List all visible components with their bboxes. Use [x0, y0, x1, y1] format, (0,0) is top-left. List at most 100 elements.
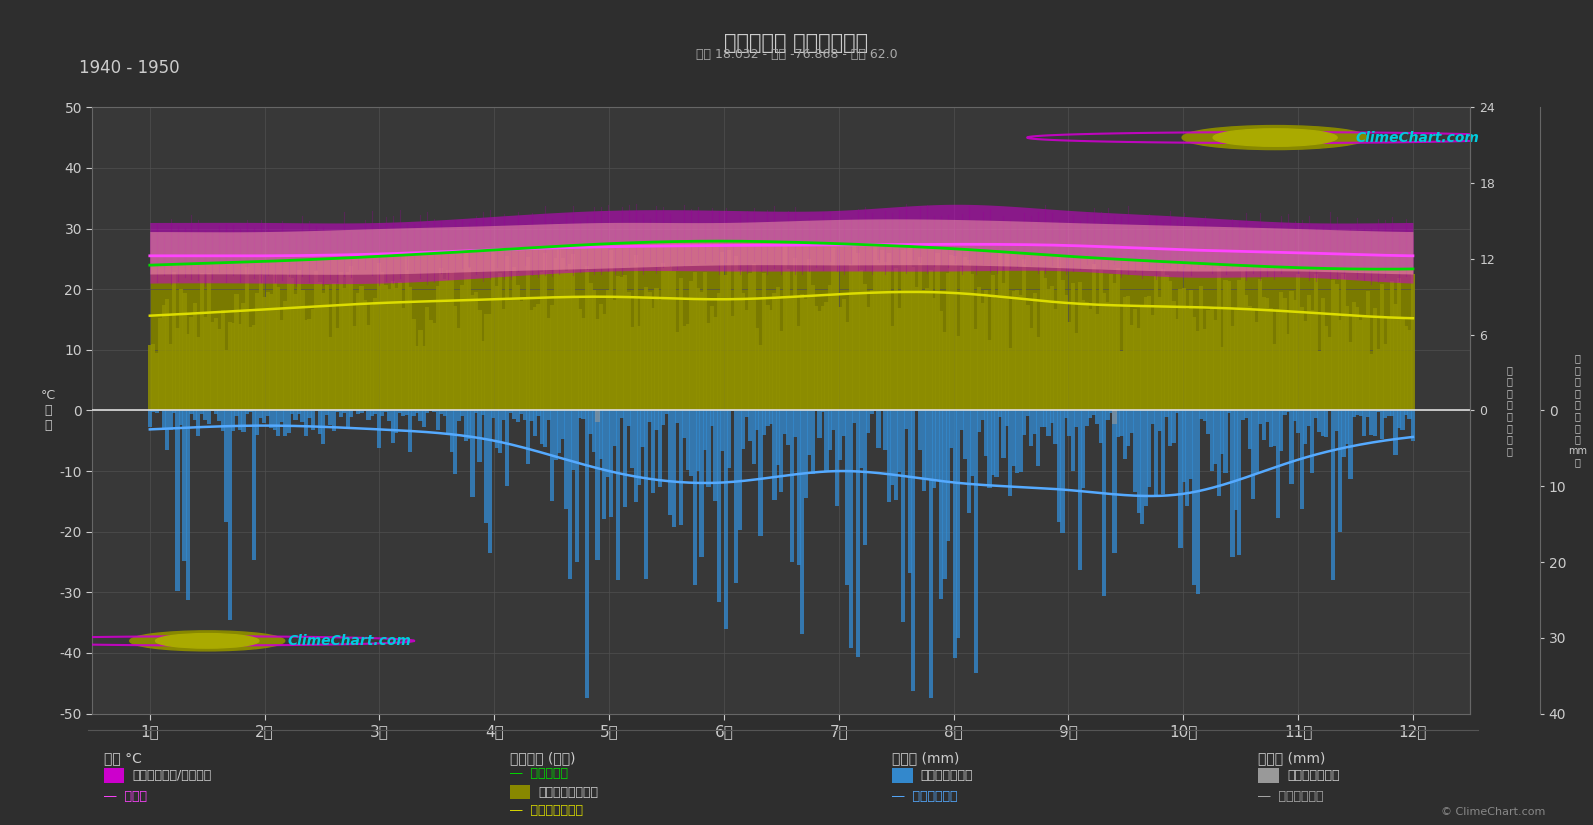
Bar [1158, 297, 1161, 411]
Bar [1129, 325, 1134, 411]
Bar [481, 342, 484, 411]
Bar [148, 345, 151, 411]
Bar [846, 411, 849, 585]
Bar [1297, 411, 1300, 433]
Bar [859, 411, 863, 468]
Bar [440, 268, 443, 411]
Bar [499, 273, 502, 411]
Bar [225, 351, 228, 411]
Bar [876, 411, 881, 448]
Bar [1094, 411, 1099, 424]
Bar [835, 411, 840, 507]
Bar [1212, 411, 1217, 464]
Bar [1317, 351, 1321, 411]
Bar [867, 307, 870, 411]
Bar [693, 411, 696, 585]
Bar [1120, 411, 1123, 436]
Bar [609, 250, 613, 411]
Bar [263, 411, 266, 423]
Bar [355, 411, 360, 414]
Bar [564, 411, 569, 509]
Bar [178, 411, 183, 425]
Bar [949, 411, 954, 449]
Bar [1070, 411, 1075, 471]
Bar [443, 279, 448, 411]
Bar [970, 411, 975, 476]
Bar [390, 411, 395, 443]
Bar [1407, 411, 1411, 418]
Bar [1391, 411, 1394, 417]
Bar [1188, 290, 1193, 411]
Bar [419, 411, 422, 421]
Bar [567, 264, 572, 411]
Bar [1268, 308, 1273, 411]
Bar [1373, 411, 1376, 436]
Bar [342, 411, 346, 413]
Bar [169, 344, 172, 411]
Bar [1192, 411, 1196, 585]
Bar [814, 306, 819, 411]
Bar [207, 272, 210, 411]
Bar [511, 411, 516, 418]
Bar [567, 411, 572, 579]
Bar [894, 268, 898, 411]
Bar [1373, 309, 1376, 411]
Text: ―  月平均降雪量: ― 月平均降雪量 [1258, 790, 1324, 803]
Bar [349, 411, 354, 417]
Bar [1029, 411, 1034, 446]
Bar [1276, 309, 1279, 411]
Bar [381, 271, 384, 411]
Bar [758, 411, 763, 536]
Bar [935, 411, 940, 480]
Bar [1150, 411, 1155, 424]
Bar [1244, 411, 1249, 418]
Bar [561, 258, 566, 411]
Bar [658, 411, 663, 488]
Bar [452, 305, 457, 411]
Bar [1168, 411, 1172, 446]
Bar [231, 323, 236, 411]
Bar [1015, 290, 1020, 411]
Bar [1230, 411, 1235, 557]
Bar [884, 411, 887, 450]
Bar [196, 411, 201, 436]
Bar [328, 337, 333, 411]
Bar [519, 301, 523, 411]
Bar [1012, 291, 1016, 411]
Bar [1314, 274, 1317, 411]
Bar [1133, 411, 1137, 493]
Bar [1403, 326, 1408, 411]
Bar [926, 288, 929, 411]
Bar [1223, 411, 1228, 474]
Bar [352, 326, 357, 411]
Bar [710, 306, 714, 411]
Bar [667, 411, 672, 515]
Bar [943, 332, 946, 411]
Bar [602, 411, 607, 520]
Bar [1064, 411, 1067, 417]
Bar [1123, 411, 1126, 459]
Bar [1344, 306, 1349, 411]
Bar [790, 297, 793, 411]
Bar [967, 411, 970, 513]
Bar [523, 298, 527, 411]
Bar [169, 411, 172, 430]
Bar [1161, 411, 1164, 493]
Bar [1141, 306, 1144, 411]
Bar [1220, 411, 1223, 454]
Bar [852, 411, 857, 423]
Bar [1137, 328, 1141, 411]
Bar [414, 411, 419, 413]
Bar [457, 411, 460, 421]
Bar [1247, 411, 1252, 449]
Bar [1106, 411, 1110, 420]
Bar [1099, 270, 1102, 411]
Bar [401, 411, 405, 416]
Bar [1241, 411, 1246, 420]
Bar [1206, 309, 1211, 411]
Bar [710, 411, 714, 426]
Bar [272, 411, 277, 430]
Bar [994, 298, 999, 411]
Bar [855, 411, 860, 657]
Bar [166, 299, 169, 411]
